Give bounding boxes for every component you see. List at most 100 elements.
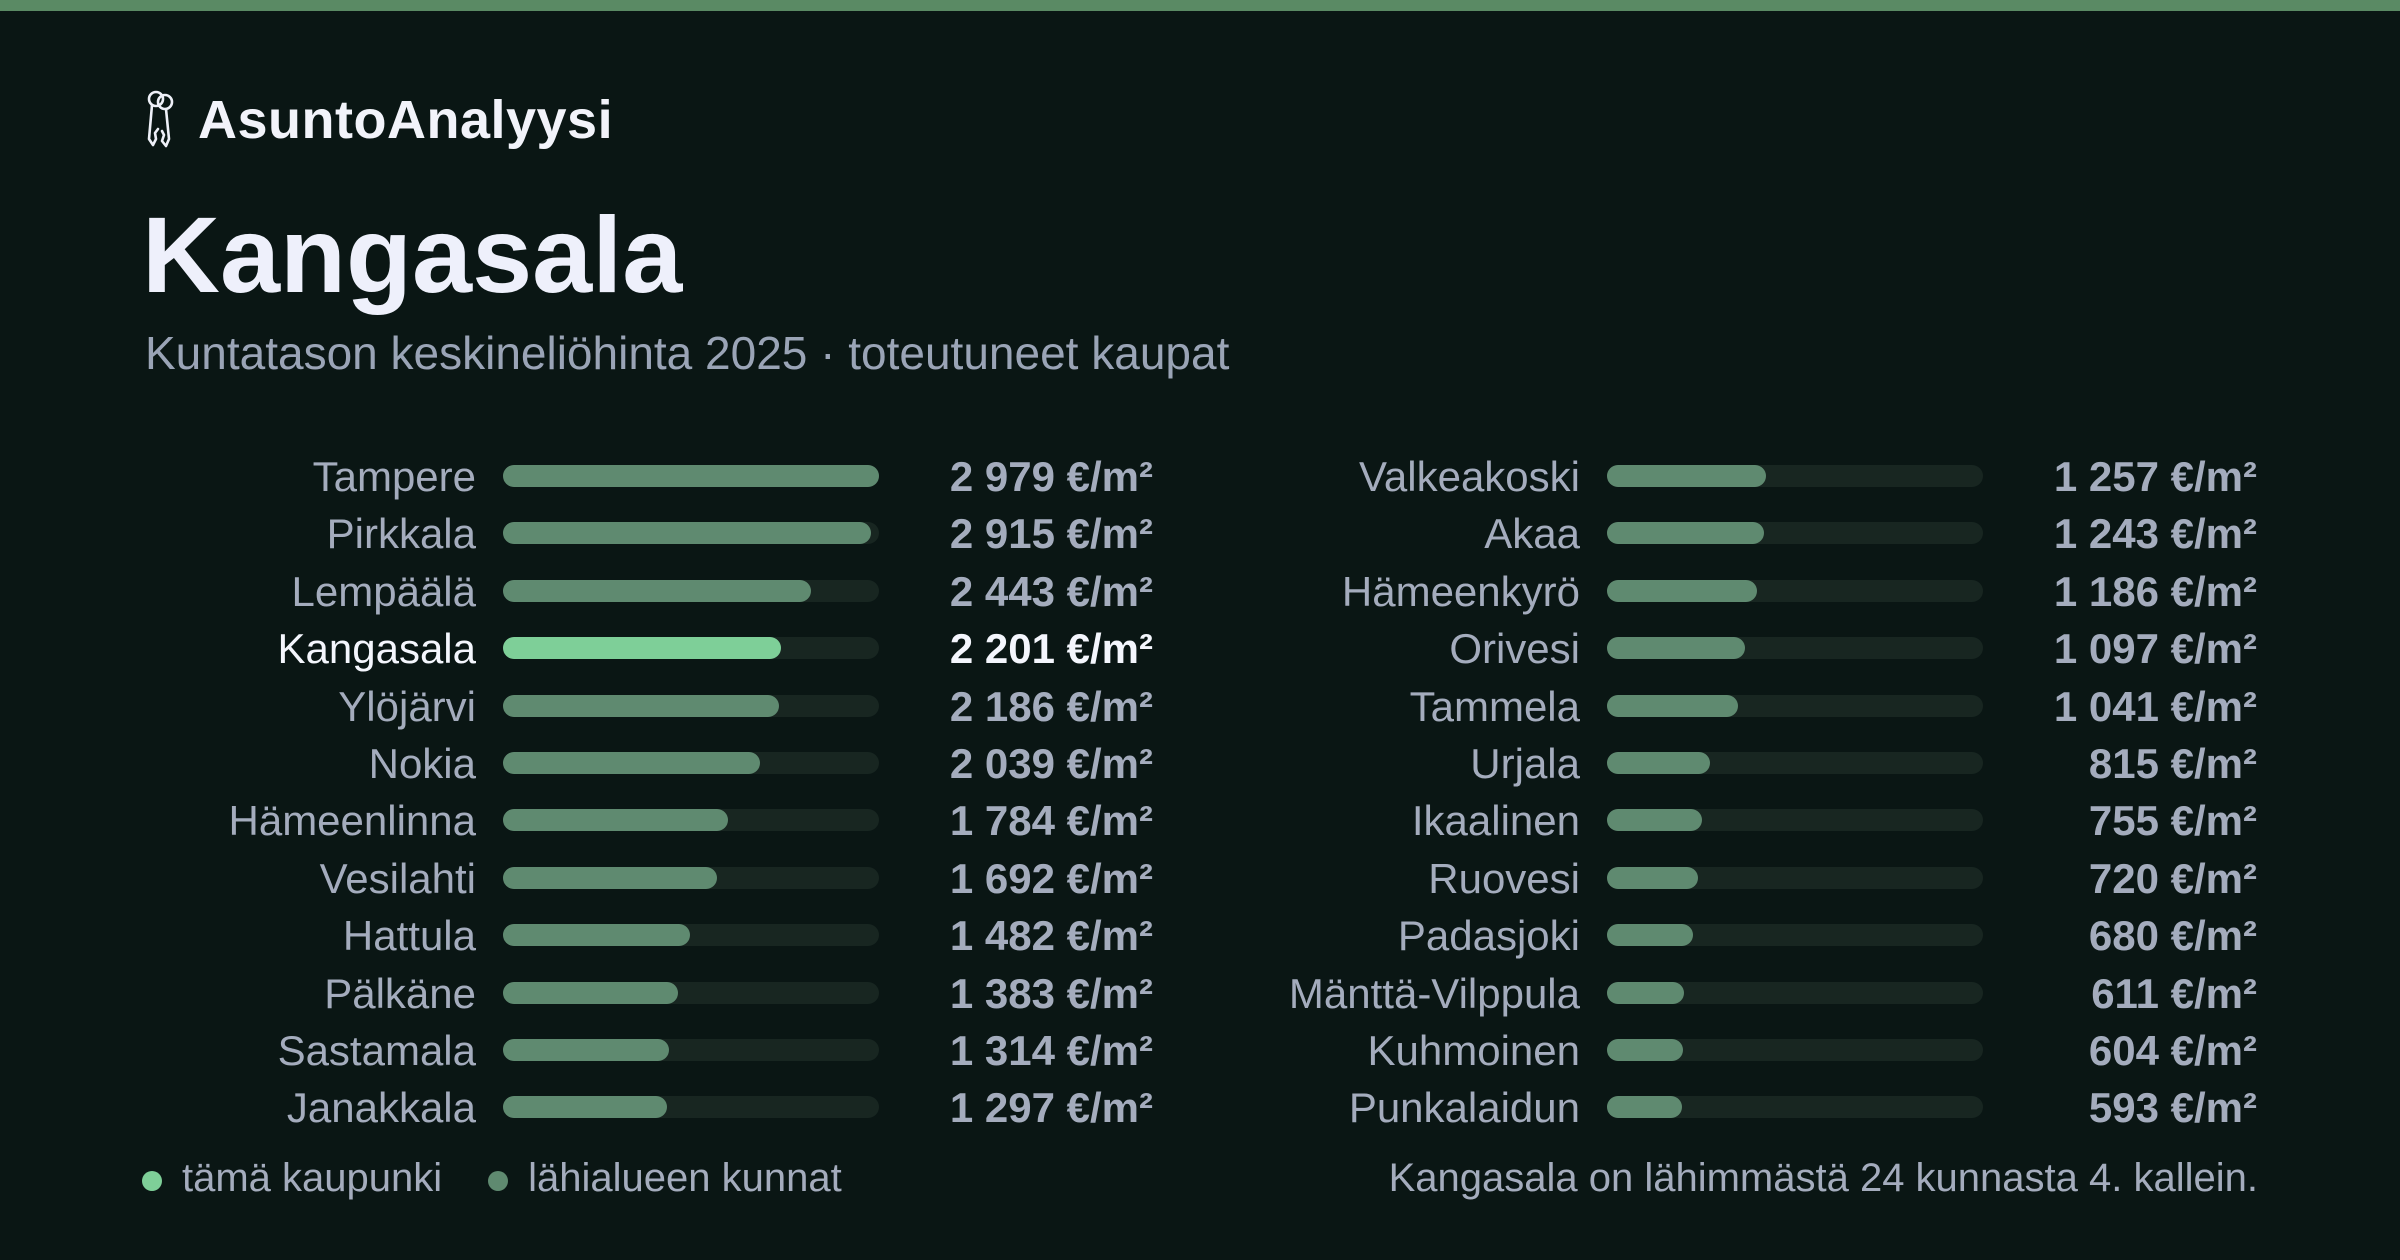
bar	[503, 637, 781, 660]
bar-label: Vesilahti	[319, 854, 476, 902]
bar-value-label: 1 383 €/m²	[949, 969, 1153, 1017]
bar-track	[503, 1096, 879, 1119]
bar	[503, 522, 871, 545]
bar-label: Kangasala	[277, 625, 477, 673]
bar-row-9: Pälkäne 1 383 €/m²	[0, 965, 1153, 1022]
bar-value-label: 1 041 €/m²	[2053, 682, 2257, 730]
bar-label: Janakkala	[286, 1084, 476, 1132]
bar-track	[503, 981, 879, 1004]
bar-row-4: Ylöjärvi 2 186 €/m²	[0, 678, 1153, 735]
bar-value-label: 815 €/m²	[2088, 740, 2257, 787]
bar-label: Punkalaidun	[1348, 1084, 1580, 1132]
bar-value-label: 1 186 €/m²	[2053, 567, 2257, 615]
bar-label: Ikaalinen	[1411, 797, 1580, 845]
bar	[1607, 809, 1702, 832]
bar-value-label: 2 039 €/m²	[949, 740, 1153, 787]
bar-track	[503, 866, 879, 889]
bar-row-23: Punkalaidun 593 €/m²	[1104, 1079, 2257, 1136]
bar-label: Padasjoki	[1397, 912, 1580, 960]
bar-label: Lempäälä	[291, 567, 476, 615]
bar-value-label: 1 482 €/m²	[949, 912, 1153, 960]
bar-track	[503, 522, 879, 545]
bar-value-label: 611 €/m²	[2091, 969, 2257, 1017]
bar-row-7: Vesilahti 1 692 €/m²	[0, 850, 1153, 907]
bar-track	[503, 694, 879, 717]
bar-label: Mänttä-Vilppula	[1288, 969, 1580, 1017]
legend-item-nearby: lähialueen kunnat	[488, 1156, 842, 1201]
bar-value-label: 680 €/m²	[2088, 912, 2257, 960]
bar	[503, 809, 728, 832]
bar-track	[1607, 694, 1983, 717]
bar-row-3: Kangasala 2 201 €/m²	[0, 620, 1154, 677]
bar-row-8: Hattula 1 482 €/m²	[0, 907, 1153, 964]
bar-row-17: Urjala 815 €/m²	[1104, 735, 2257, 792]
bar	[1607, 637, 1745, 660]
bar-label: Hämeenlinna	[228, 797, 477, 845]
bar-value-label: 1 257 €/m²	[2053, 453, 2257, 500]
bar-value-label: 2 979 €/m²	[949, 453, 1153, 500]
bar-value-label: 1 097 €/m²	[2053, 625, 2257, 673]
bar-track	[503, 809, 879, 832]
bar-row-13: Akaa 1 243 €/m²	[1104, 505, 2257, 562]
bar	[503, 924, 690, 947]
legend-dot-nearby	[488, 1171, 509, 1191]
bar	[1607, 579, 1757, 602]
bar-row-0: Tampere 2 979 €/m²	[0, 448, 1153, 505]
bar-track	[503, 579, 879, 602]
brand-name: AsuntoAnalyysi	[198, 90, 614, 150]
bar-label: Orivesi	[1449, 625, 1580, 673]
bar-row-19: Ruovesi 720 €/m²	[1104, 850, 2257, 907]
bar-row-18: Ikaalinen 755 €/m²	[1104, 792, 2257, 849]
bar-row-12: Valkeakoski 1 257 €/m²	[1104, 448, 2257, 505]
bar-label: Sastamala	[277, 1027, 476, 1074]
bar-track	[1607, 1096, 1983, 1119]
bar-row-2: Lempäälä 2 443 €/m²	[0, 563, 1153, 620]
page-title: Kangasala	[142, 194, 683, 315]
bar	[1607, 924, 1693, 947]
bar-row-14: Hämeenkyrö 1 186 €/m²	[1104, 563, 2257, 620]
bar	[503, 752, 760, 774]
bar-track	[1607, 752, 1983, 774]
bar-value-label: 1 243 €/m²	[2053, 510, 2257, 558]
bar-track	[1607, 809, 1983, 832]
bar-label: Pirkkala	[326, 510, 476, 558]
bar-row-5: Nokia 2 039 €/m²	[0, 735, 1153, 792]
bar	[1607, 866, 1698, 889]
bar	[1607, 1096, 1682, 1119]
bar-value-label: 2 186 €/m²	[949, 682, 1153, 730]
bar-label: Tampere	[312, 453, 476, 500]
bar-value-label: 1 297 €/m²	[949, 1084, 1153, 1132]
bar-track	[503, 924, 879, 947]
bar-value-label: 1 784 €/m²	[949, 797, 1153, 845]
bar-label: Urjala	[1470, 740, 1580, 787]
bar-label: Kuhmoinen	[1367, 1027, 1580, 1074]
bar-value-label: 2 915 €/m²	[949, 510, 1153, 558]
bar-track	[1607, 1039, 1983, 1061]
bar	[1607, 752, 1710, 774]
bar-track	[1607, 579, 1983, 602]
bar	[503, 981, 678, 1004]
ranking-note: Kangasala on lähimmästä 24 kunnasta 4. k…	[1388, 1156, 2258, 1200]
bar-value-label: 1 692 €/m²	[949, 854, 1153, 902]
bar-track	[1607, 981, 1983, 1004]
bar	[503, 579, 811, 602]
top-accent-stripe	[0, 0, 2400, 11]
bar-track	[503, 752, 879, 774]
legend-item-this-city: tämä kaupunki	[142, 1156, 442, 1201]
keys-icon	[147, 90, 174, 148]
bar-track	[503, 637, 879, 660]
legend-label-nearby: lähialueen kunnat	[528, 1155, 842, 1200]
bar-label: Nokia	[368, 740, 476, 787]
bar-track	[1607, 522, 1983, 545]
bar-track	[1607, 866, 1983, 889]
bar-row-22: Kuhmoinen 604 €/m²	[1104, 1022, 2257, 1079]
bar-track	[1607, 637, 1983, 660]
bar-row-6: Hämeenlinna 1 784 €/m²	[0, 792, 1154, 849]
bar-label: Valkeakoski	[1359, 453, 1580, 500]
bar-track	[1607, 924, 1983, 947]
bar-row-20: Padasjoki 680 €/m²	[1104, 907, 2257, 964]
legend-label-this-city: tämä kaupunki	[182, 1155, 443, 1200]
chart-legend: tämä kaupunki lähialueen kunnat	[142, 1150, 888, 1206]
bar	[1607, 1039, 1683, 1061]
bar-label: Hattula	[342, 912, 476, 960]
